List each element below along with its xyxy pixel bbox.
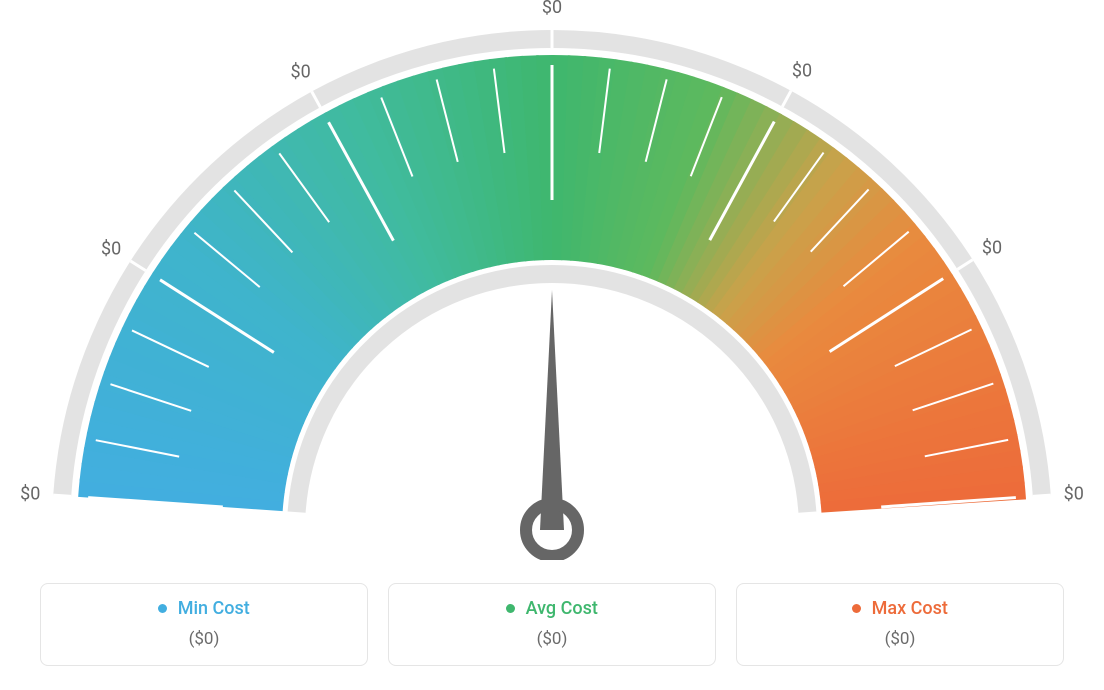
gauge-tick-label: $0 <box>291 61 311 82</box>
dot-icon <box>852 604 861 613</box>
gauge-tick-label: $0 <box>20 484 40 505</box>
dot-icon <box>158 604 167 613</box>
gauge-tick-label: $0 <box>542 0 562 18</box>
legend-label-min: Min Cost <box>41 598 367 619</box>
gauge-tick-label: $0 <box>982 237 1002 258</box>
gauge-needle <box>526 290 578 556</box>
legend-value-min: ($0) <box>41 629 367 649</box>
legend-label-avg: Avg Cost <box>389 598 715 619</box>
legend-label-text: Max Cost <box>872 598 948 619</box>
legend-card-avg: Avg Cost ($0) <box>388 583 716 666</box>
gauge-tick-label: $0 <box>1064 484 1084 505</box>
gauge-chart: $0 $0 $0 $0 $0 $0 $0 <box>0 0 1104 560</box>
legend-label-text: Min Cost <box>178 598 250 619</box>
gauge-tick-label: $0 <box>101 239 121 260</box>
legend-label-text: Avg Cost <box>526 598 598 619</box>
dot-icon <box>506 604 515 613</box>
legend-card-max: Max Cost ($0) <box>736 583 1064 666</box>
gauge-tick-label: $0 <box>792 61 812 82</box>
legend-value-max: ($0) <box>737 629 1063 649</box>
legend-card-min: Min Cost ($0) <box>40 583 368 666</box>
legend-value-avg: ($0) <box>389 629 715 649</box>
legend-row: Min Cost ($0) Avg Cost ($0) Max Cost ($0… <box>40 583 1064 666</box>
legend-label-max: Max Cost <box>737 598 1063 619</box>
